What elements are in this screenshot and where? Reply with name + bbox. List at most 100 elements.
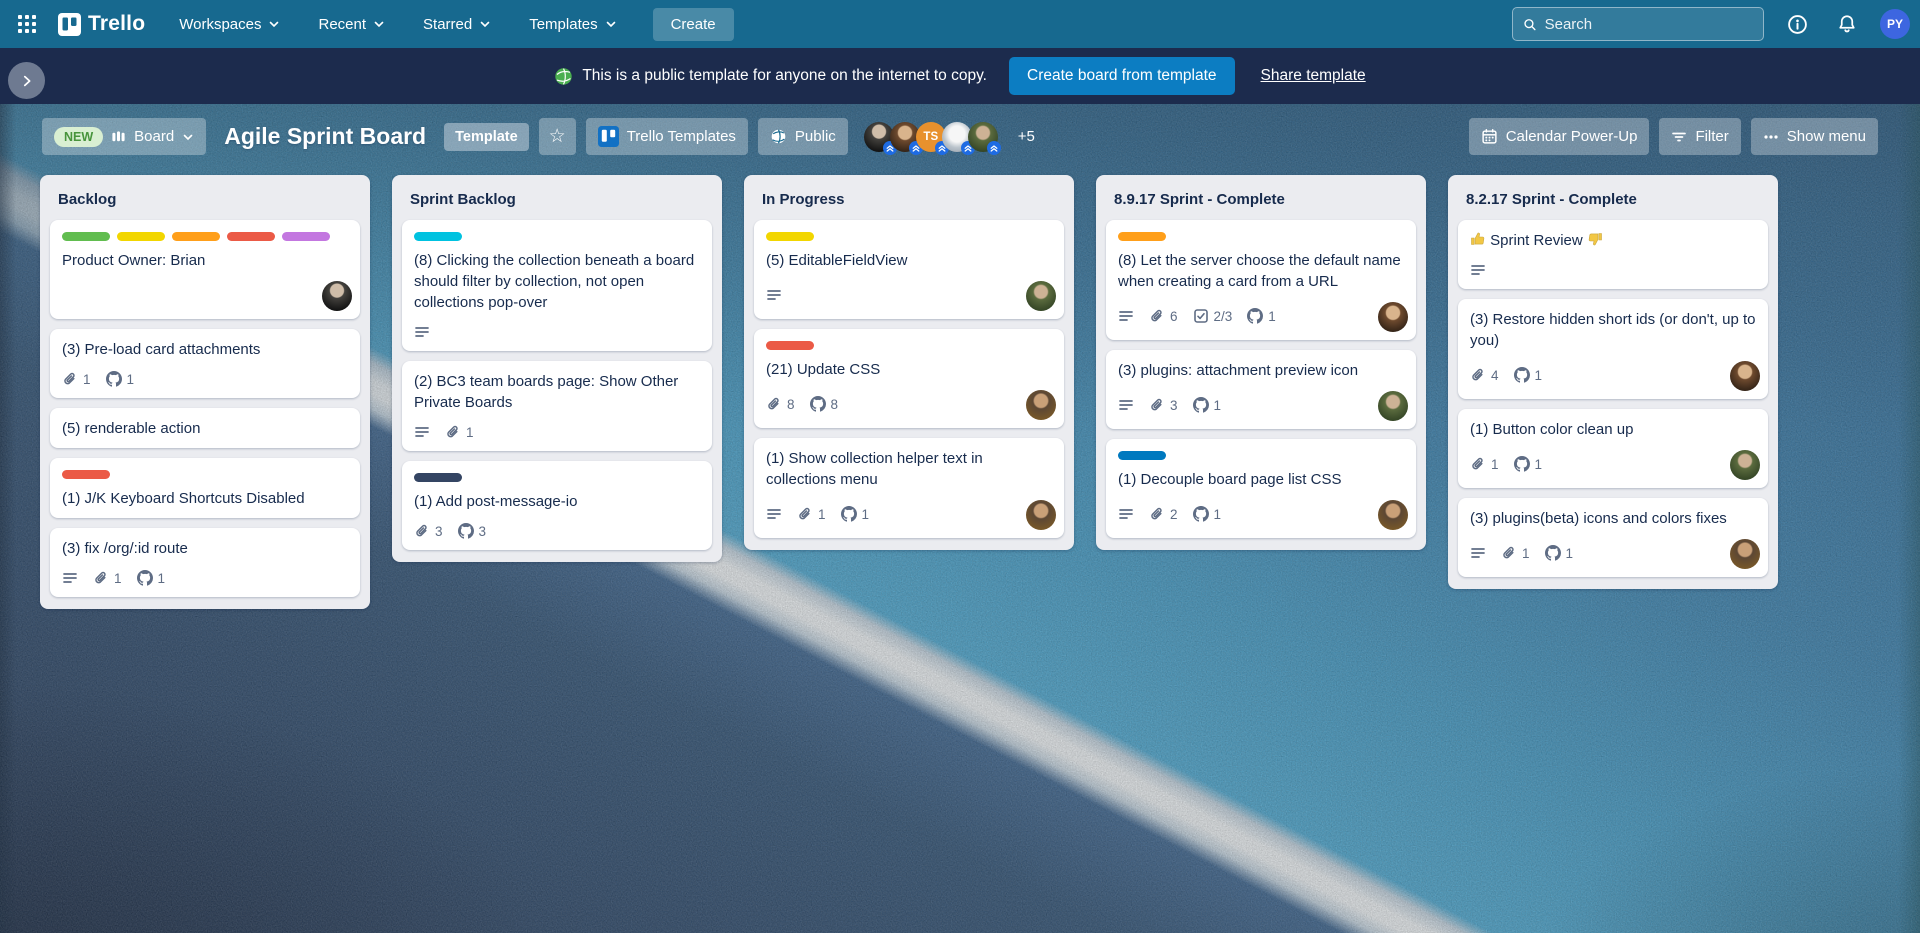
star-button[interactable]: ☆ [538, 118, 576, 155]
template-badge: Template [444, 122, 529, 151]
attach-badge: 8 [766, 396, 795, 412]
card[interactable]: (8) Let the server choose the default na… [1106, 220, 1416, 340]
attach-badge: 1 [62, 371, 91, 387]
card[interactable]: (3) Pre-load card attachments 1 1 [50, 329, 360, 398]
card-label-orange [172, 232, 220, 241]
list-title[interactable]: Backlog [58, 191, 117, 208]
card-label-red [766, 341, 814, 350]
filter-button[interactable]: Filter [1659, 118, 1741, 155]
card[interactable]: (21) Update CSS 8 8 [754, 329, 1064, 428]
thumbs-down-icon [1588, 233, 1602, 246]
card-badges: 1 [414, 422, 700, 442]
card[interactable]: (1) J/K Keyboard Shortcuts Disabled [50, 458, 360, 518]
card[interactable]: (3) Restore hidden short ids (or don't, … [1458, 299, 1768, 399]
starred-menu[interactable]: Starred [419, 8, 495, 41]
list-title[interactable]: 8.2.17 Sprint - Complete [1466, 191, 1637, 208]
card-title: Product Owner: Brian [62, 252, 206, 269]
desc-badge [1470, 262, 1486, 278]
paperclip-icon [768, 397, 779, 410]
template-banner: This is a public template for anyone on … [0, 48, 1920, 104]
card[interactable]: Product Owner: Brian [50, 220, 360, 319]
trello-logo[interactable]: Trello [58, 12, 145, 36]
members-overflow-count[interactable]: +5 [1017, 128, 1035, 145]
member-avatar[interactable] [967, 121, 1001, 155]
github-icon [105, 371, 122, 387]
card[interactable]: (8) Clicking the collection beneath a bo… [402, 220, 712, 351]
desc-badge [766, 287, 782, 303]
description-icon [63, 573, 77, 583]
paperclip-icon [1503, 546, 1514, 559]
search-input[interactable] [1544, 15, 1753, 33]
list-title[interactable]: 8.9.17 Sprint - Complete [1114, 191, 1285, 208]
show-menu-button[interactable]: Show menu [1750, 118, 1878, 155]
card[interactable]: Sprint Review [1458, 220, 1768, 289]
description-icon [1471, 548, 1485, 558]
info-button[interactable] [1780, 7, 1814, 41]
board-title[interactable]: Agile Sprint Board [224, 123, 427, 149]
github-icon [1544, 545, 1561, 561]
card-member-avatar [1730, 361, 1760, 391]
user-avatar[interactable]: PY [1880, 9, 1910, 39]
attach-badge: 1 [93, 570, 122, 586]
board-views-switcher[interactable]: NEW Board [42, 118, 207, 155]
calendar-icon [1482, 128, 1497, 144]
create-board-from-template-button[interactable]: Create board from template [1009, 57, 1235, 95]
card[interactable]: (5) EditableFieldView [754, 220, 1064, 319]
description-icon [1471, 265, 1485, 275]
card-badges: 6 2/3 1 [1118, 301, 1368, 331]
desc-badge [414, 324, 430, 340]
list-title[interactable]: Sprint Backlog [410, 191, 516, 208]
card[interactable]: (1) Add post-message-io 3 3 [402, 461, 712, 550]
paperclip-icon [447, 425, 458, 438]
show-menu-label: Show menu [1786, 128, 1866, 145]
card-labels [414, 473, 700, 482]
github-icon [1513, 367, 1530, 383]
description-icon [767, 509, 781, 519]
desc-badge [1470, 545, 1486, 561]
card-label-green [62, 232, 110, 241]
github-icon [1247, 308, 1264, 324]
share-template-link[interactable]: Share template [1260, 67, 1366, 84]
github-badge: 1 [1513, 367, 1542, 383]
public-globe-icon [555, 67, 573, 85]
top-nav-bar: Trello Workspaces Recent Starred Templat… [0, 0, 1920, 48]
card[interactable]: (1) Show collection helper text in colle… [754, 438, 1064, 538]
card[interactable]: (3) plugins: attachment preview icon 3 1 [1106, 350, 1416, 429]
notifications-button[interactable] [1830, 7, 1864, 41]
attach-badge: 1 [1470, 456, 1499, 472]
card[interactable]: (1) Button color clean up 1 1 [1458, 409, 1768, 488]
workspaces-menu[interactable]: Workspaces [175, 8, 284, 41]
desc-badge [766, 506, 782, 522]
new-badge: NEW [54, 126, 104, 147]
recent-menu[interactable]: Recent [314, 8, 389, 41]
card-title: (21) Update CSS [766, 361, 881, 378]
card-badges [1470, 260, 1756, 280]
card-member-avatar [1378, 391, 1408, 421]
chevron-down-icon [480, 21, 490, 28]
create-button[interactable]: Create [652, 7, 734, 41]
card-member-avatar [1378, 302, 1408, 332]
visibility-button[interactable]: Public [757, 118, 848, 155]
card-labels [1118, 232, 1404, 241]
list-title[interactable]: In Progress [762, 191, 845, 208]
github-badge: 1 [1192, 506, 1221, 522]
card[interactable]: (3) plugins(beta) icons and colors fixes… [1458, 498, 1768, 577]
grid-icon [18, 15, 36, 33]
templates-menu[interactable]: Templates [525, 8, 620, 41]
card[interactable]: (3) fix /org/:id route 1 1 [50, 528, 360, 597]
trello-templates-button[interactable]: Trello Templates [585, 118, 748, 155]
calendar-powerup-button[interactable]: Calendar Power-Up [1468, 118, 1650, 155]
app-switcher-button[interactable] [10, 7, 44, 41]
expand-nav-button[interactable] [8, 62, 45, 99]
attach-badge: 3 [414, 523, 443, 539]
card[interactable]: (1) Decouple board page list CSS 2 1 [1106, 439, 1416, 538]
chevron-down-icon [183, 134, 193, 140]
card[interactable]: (5) renderable action [50, 408, 360, 448]
card-label-red [62, 470, 110, 479]
visibility-label: Public [794, 128, 836, 145]
card[interactable]: (2) BC3 team boards page: Show Other Pri… [402, 361, 712, 451]
